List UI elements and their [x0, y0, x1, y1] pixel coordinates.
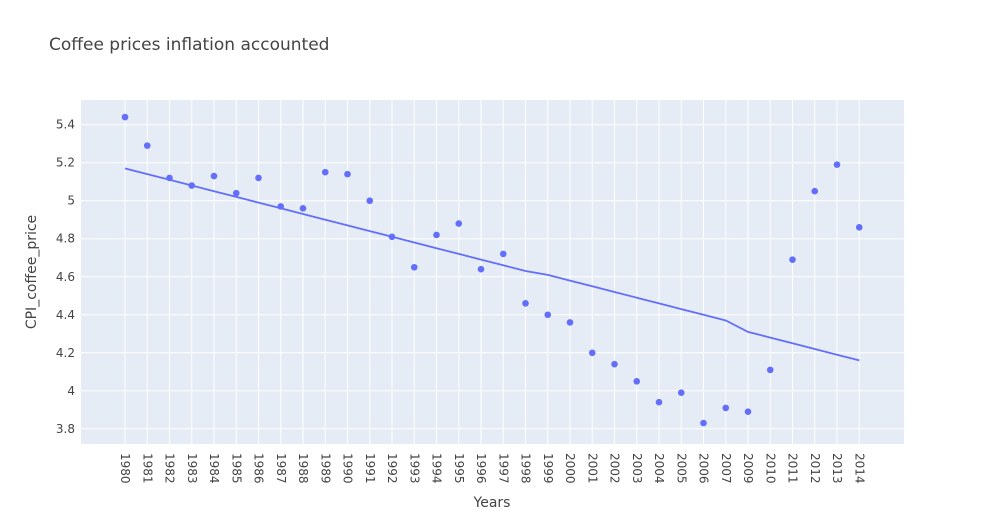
y-tick-label: 3.8	[56, 422, 75, 436]
data-point[interactable]	[522, 300, 529, 307]
y-axis-title: CPI_coffee_price	[24, 215, 40, 329]
data-point[interactable]	[499, 250, 507, 258]
data-point[interactable]	[633, 377, 641, 385]
x-tick-label: 2004	[652, 453, 666, 484]
data-point[interactable]	[811, 187, 819, 195]
x-tick-label: 2006	[697, 453, 711, 484]
data-point[interactable]	[677, 389, 685, 396]
data-point[interactable]	[544, 311, 552, 319]
y-tick-label: 4	[67, 384, 75, 398]
x-tick-label: 1987	[274, 453, 288, 484]
x-tick-label: 2009	[741, 453, 755, 484]
data-point[interactable]	[388, 233, 396, 241]
x-tick-label: 1993	[407, 453, 421, 484]
x-tick-label: 2007	[719, 453, 733, 484]
x-tick-label: 2001	[585, 453, 599, 484]
y-gridlines	[81, 124, 904, 430]
x-tick-label: 2005	[674, 453, 688, 484]
x-tick-label: 2012	[808, 453, 822, 484]
data-point[interactable]	[611, 360, 618, 368]
y-tick-labels: 3.8 4 4.2 4.4 4.6 4.8 5 5.2 5.4	[56, 118, 75, 436]
x-tick-label: 1985	[229, 453, 243, 484]
x-axis-title: Years	[473, 495, 511, 511]
data-point[interactable]	[277, 203, 285, 210]
data-point[interactable]	[433, 231, 440, 239]
x-tick-label: 1999	[541, 453, 555, 484]
plot-area	[81, 100, 904, 444]
data-point[interactable]	[722, 404, 730, 412]
data-point[interactable]	[766, 366, 774, 374]
data-point[interactable]	[455, 220, 463, 227]
trend-line	[124, 167, 860, 362]
x-tick-label: 1990	[341, 453, 355, 484]
x-tick-label: 1991	[363, 453, 377, 484]
chart-title: Coffee prices inflation accounted	[49, 35, 329, 55]
data-point[interactable]	[321, 168, 329, 176]
x-tick-label: 2010	[763, 453, 777, 484]
x-tick-label: 1996	[474, 453, 488, 484]
data-point[interactable]	[299, 205, 307, 212]
x-tick-label: 1998	[519, 453, 533, 484]
data-point[interactable]	[744, 408, 752, 415]
data-point[interactable]	[655, 398, 663, 406]
x-tick-label: 1981	[140, 453, 154, 484]
data-point[interactable]	[366, 197, 374, 205]
data-point[interactable]	[255, 174, 262, 182]
trend-line-layer	[124, 167, 860, 362]
data-point[interactable]	[789, 256, 796, 263]
y-tick-label: 5	[67, 194, 75, 208]
x-tick-label: 1997	[496, 453, 510, 484]
x-tick-label: 1995	[452, 453, 466, 484]
y-tick-label: 5.4	[56, 118, 75, 132]
y-tick-label: 4.8	[56, 232, 75, 246]
data-point[interactable]	[143, 142, 151, 149]
x-tick-label: 1980	[118, 453, 132, 484]
x-tick-label: 1989	[318, 453, 332, 484]
x-tick-label: 1992	[385, 453, 399, 484]
x-tick-label: 2002	[608, 453, 622, 484]
x-tick-label: 2011	[786, 453, 800, 484]
scatter-markers	[121, 113, 863, 427]
data-point[interactable]	[855, 224, 863, 231]
data-point[interactable]	[210, 172, 218, 180]
y-tick-label: 5.2	[56, 156, 75, 170]
x-tick-label: 1982	[163, 453, 177, 484]
x-tick-label: 1988	[296, 453, 310, 484]
x-tick-label: 1983	[185, 453, 199, 484]
data-point[interactable]	[588, 349, 596, 357]
data-point[interactable]	[477, 265, 485, 273]
data-point[interactable]	[833, 161, 841, 168]
data-point[interactable]	[188, 182, 196, 189]
x-tick-label: 1984	[207, 453, 221, 484]
data-point[interactable]	[566, 319, 574, 326]
x-tick-labels: 1980 1981 1982 1983 1984 1985 1986 1987 1988 1989…	[118, 453, 866, 484]
data-point[interactable]	[232, 189, 240, 197]
x-tick-label: 2013	[830, 453, 844, 484]
x-gridlines	[124, 100, 860, 444]
y-tick-label: 4.4	[56, 308, 75, 322]
x-tick-label: 2000	[563, 453, 577, 484]
data-point[interactable]	[344, 170, 351, 178]
data-point[interactable]	[121, 113, 129, 121]
x-tick-label: 2014	[852, 453, 866, 484]
y-tick-label: 4.6	[56, 270, 75, 284]
data-point[interactable]	[700, 419, 707, 427]
y-tick-label: 4.2	[56, 346, 75, 360]
data-point[interactable]	[410, 263, 418, 271]
x-tick-label: 1994	[430, 453, 444, 484]
x-tick-label: 2003	[630, 453, 644, 484]
x-tick-label: 1986	[252, 453, 266, 484]
data-point[interactable]	[166, 174, 173, 182]
